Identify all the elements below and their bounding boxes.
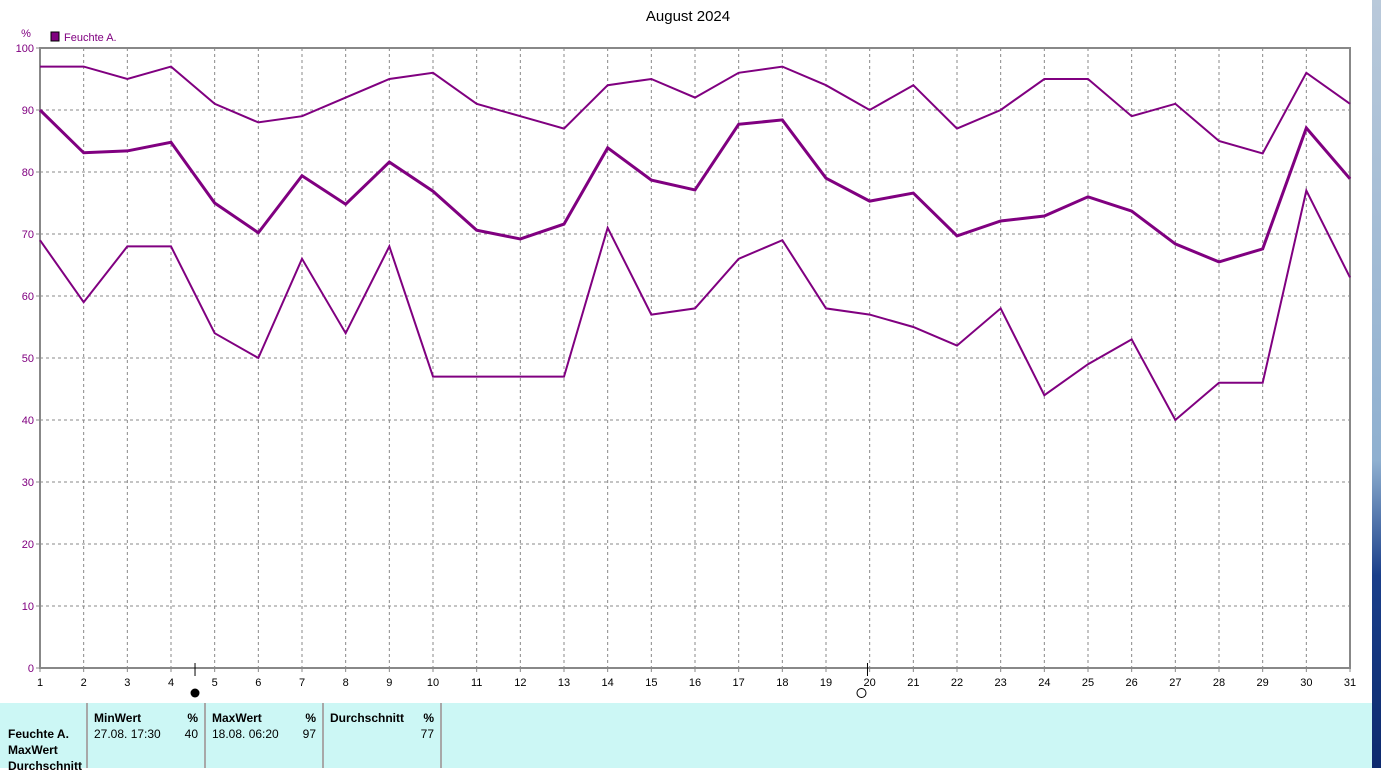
- y-tick-label: 10: [22, 601, 34, 613]
- row-label: Durchschnitt: [8, 759, 83, 773]
- y-tick-label: 80: [22, 167, 34, 179]
- x-tick-label: 7: [299, 677, 305, 689]
- row-label: Feuchte A.: [8, 727, 69, 741]
- y-tick-label: 100: [16, 43, 34, 55]
- new-moon-icon: [856, 688, 867, 698]
- x-tick-label: 15: [645, 677, 657, 689]
- x-tick-label: 3: [124, 677, 130, 689]
- desktop-background: [1372, 0, 1381, 768]
- y-tick-label: 30: [22, 477, 34, 489]
- x-tick-label: 13: [558, 677, 570, 689]
- x-tick-label: 9: [386, 677, 392, 689]
- avg-value: 77: [420, 727, 434, 741]
- series-line-durchschnitt: [38, 108, 1352, 264]
- avg-header: Durchschnitt: [330, 711, 405, 725]
- max-date: 18.08. 06:20: [212, 727, 279, 741]
- humidity-chart: August 2024% Feuchte A. 0 10 20 30 40 50 60 70 80 9…: [16, 8, 1356, 698]
- min-value: 40: [184, 727, 198, 741]
- avg-unit: %: [423, 711, 434, 725]
- x-tick-label: 8: [343, 677, 349, 689]
- y-tick-label: 20: [22, 539, 34, 551]
- y-tick-label: 50: [22, 353, 34, 365]
- max-column: MaxWert % 18.08. 06:20 97: [206, 703, 324, 768]
- x-tick-label: 26: [1126, 677, 1138, 689]
- avg-column: Durchschnitt % 77: [324, 703, 442, 768]
- y-tick-label: 70: [22, 229, 34, 241]
- row-label: MaxWert: [8, 743, 58, 757]
- max-unit: %: [305, 711, 316, 725]
- x-tick-label: 24: [1038, 677, 1050, 689]
- y-tick-label: 40: [22, 415, 34, 427]
- y-axis-unit: %: [21, 28, 31, 40]
- x-tick-label: 21: [907, 677, 919, 689]
- x-tick-label: 22: [951, 677, 963, 689]
- x-tick-label: 25: [1082, 677, 1094, 689]
- x-tick-label: 12: [514, 677, 526, 689]
- x-tick-label: 29: [1257, 677, 1269, 689]
- x-tick-label: 2: [81, 677, 87, 689]
- plot-frame: [39, 47, 1351, 669]
- x-tick-label: 11: [471, 677, 482, 689]
- x-tick-label: 5: [212, 677, 218, 689]
- y-tick-label: 0: [28, 663, 34, 675]
- x-tick-label: 28: [1213, 677, 1225, 689]
- x-tick-label: 1: [37, 677, 43, 689]
- stats-table: Feuchte A. MaxWert Durchschnitt MinWert …: [0, 703, 1372, 773]
- chart-title: August 2024: [646, 8, 730, 25]
- x-tick-label: 31: [1344, 677, 1356, 689]
- min-column: MinWert % 27.08. 17:30 40: [88, 703, 206, 768]
- series-line-maxwert: [40, 65, 1351, 155]
- x-tick-label: 18: [776, 677, 788, 689]
- x-tick-label: 14: [602, 677, 614, 689]
- legend-swatch: [50, 31, 60, 42]
- max-value: 97: [302, 727, 316, 741]
- x-tick-label: 16: [689, 677, 701, 689]
- min-header: MinWert: [94, 711, 142, 725]
- legend-label: Feuchte A.: [64, 32, 117, 44]
- x-tick-label: 23: [995, 677, 1007, 689]
- min-date: 27.08. 17:30: [94, 727, 161, 741]
- max-header: MaxWert: [212, 711, 262, 725]
- min-unit: %: [187, 711, 198, 725]
- x-tick-label: 27: [1169, 677, 1181, 689]
- y-tick-label: 90: [22, 105, 34, 117]
- x-tick-label: 4: [168, 677, 174, 689]
- x-tick-label: 6: [255, 677, 261, 689]
- y-tick-label: 60: [22, 291, 34, 303]
- x-tick-label: 17: [733, 677, 745, 689]
- row-labels: Feuchte A. MaxWert Durchschnitt: [0, 703, 88, 773]
- x-tick-label: 30: [1300, 677, 1312, 689]
- x-tick-label: 19: [820, 677, 832, 689]
- series-line-minwert: [39, 187, 1351, 422]
- full-moon-icon: [190, 688, 200, 698]
- x-tick-label: 10: [427, 677, 439, 689]
- x-tick-label: 20: [864, 677, 876, 689]
